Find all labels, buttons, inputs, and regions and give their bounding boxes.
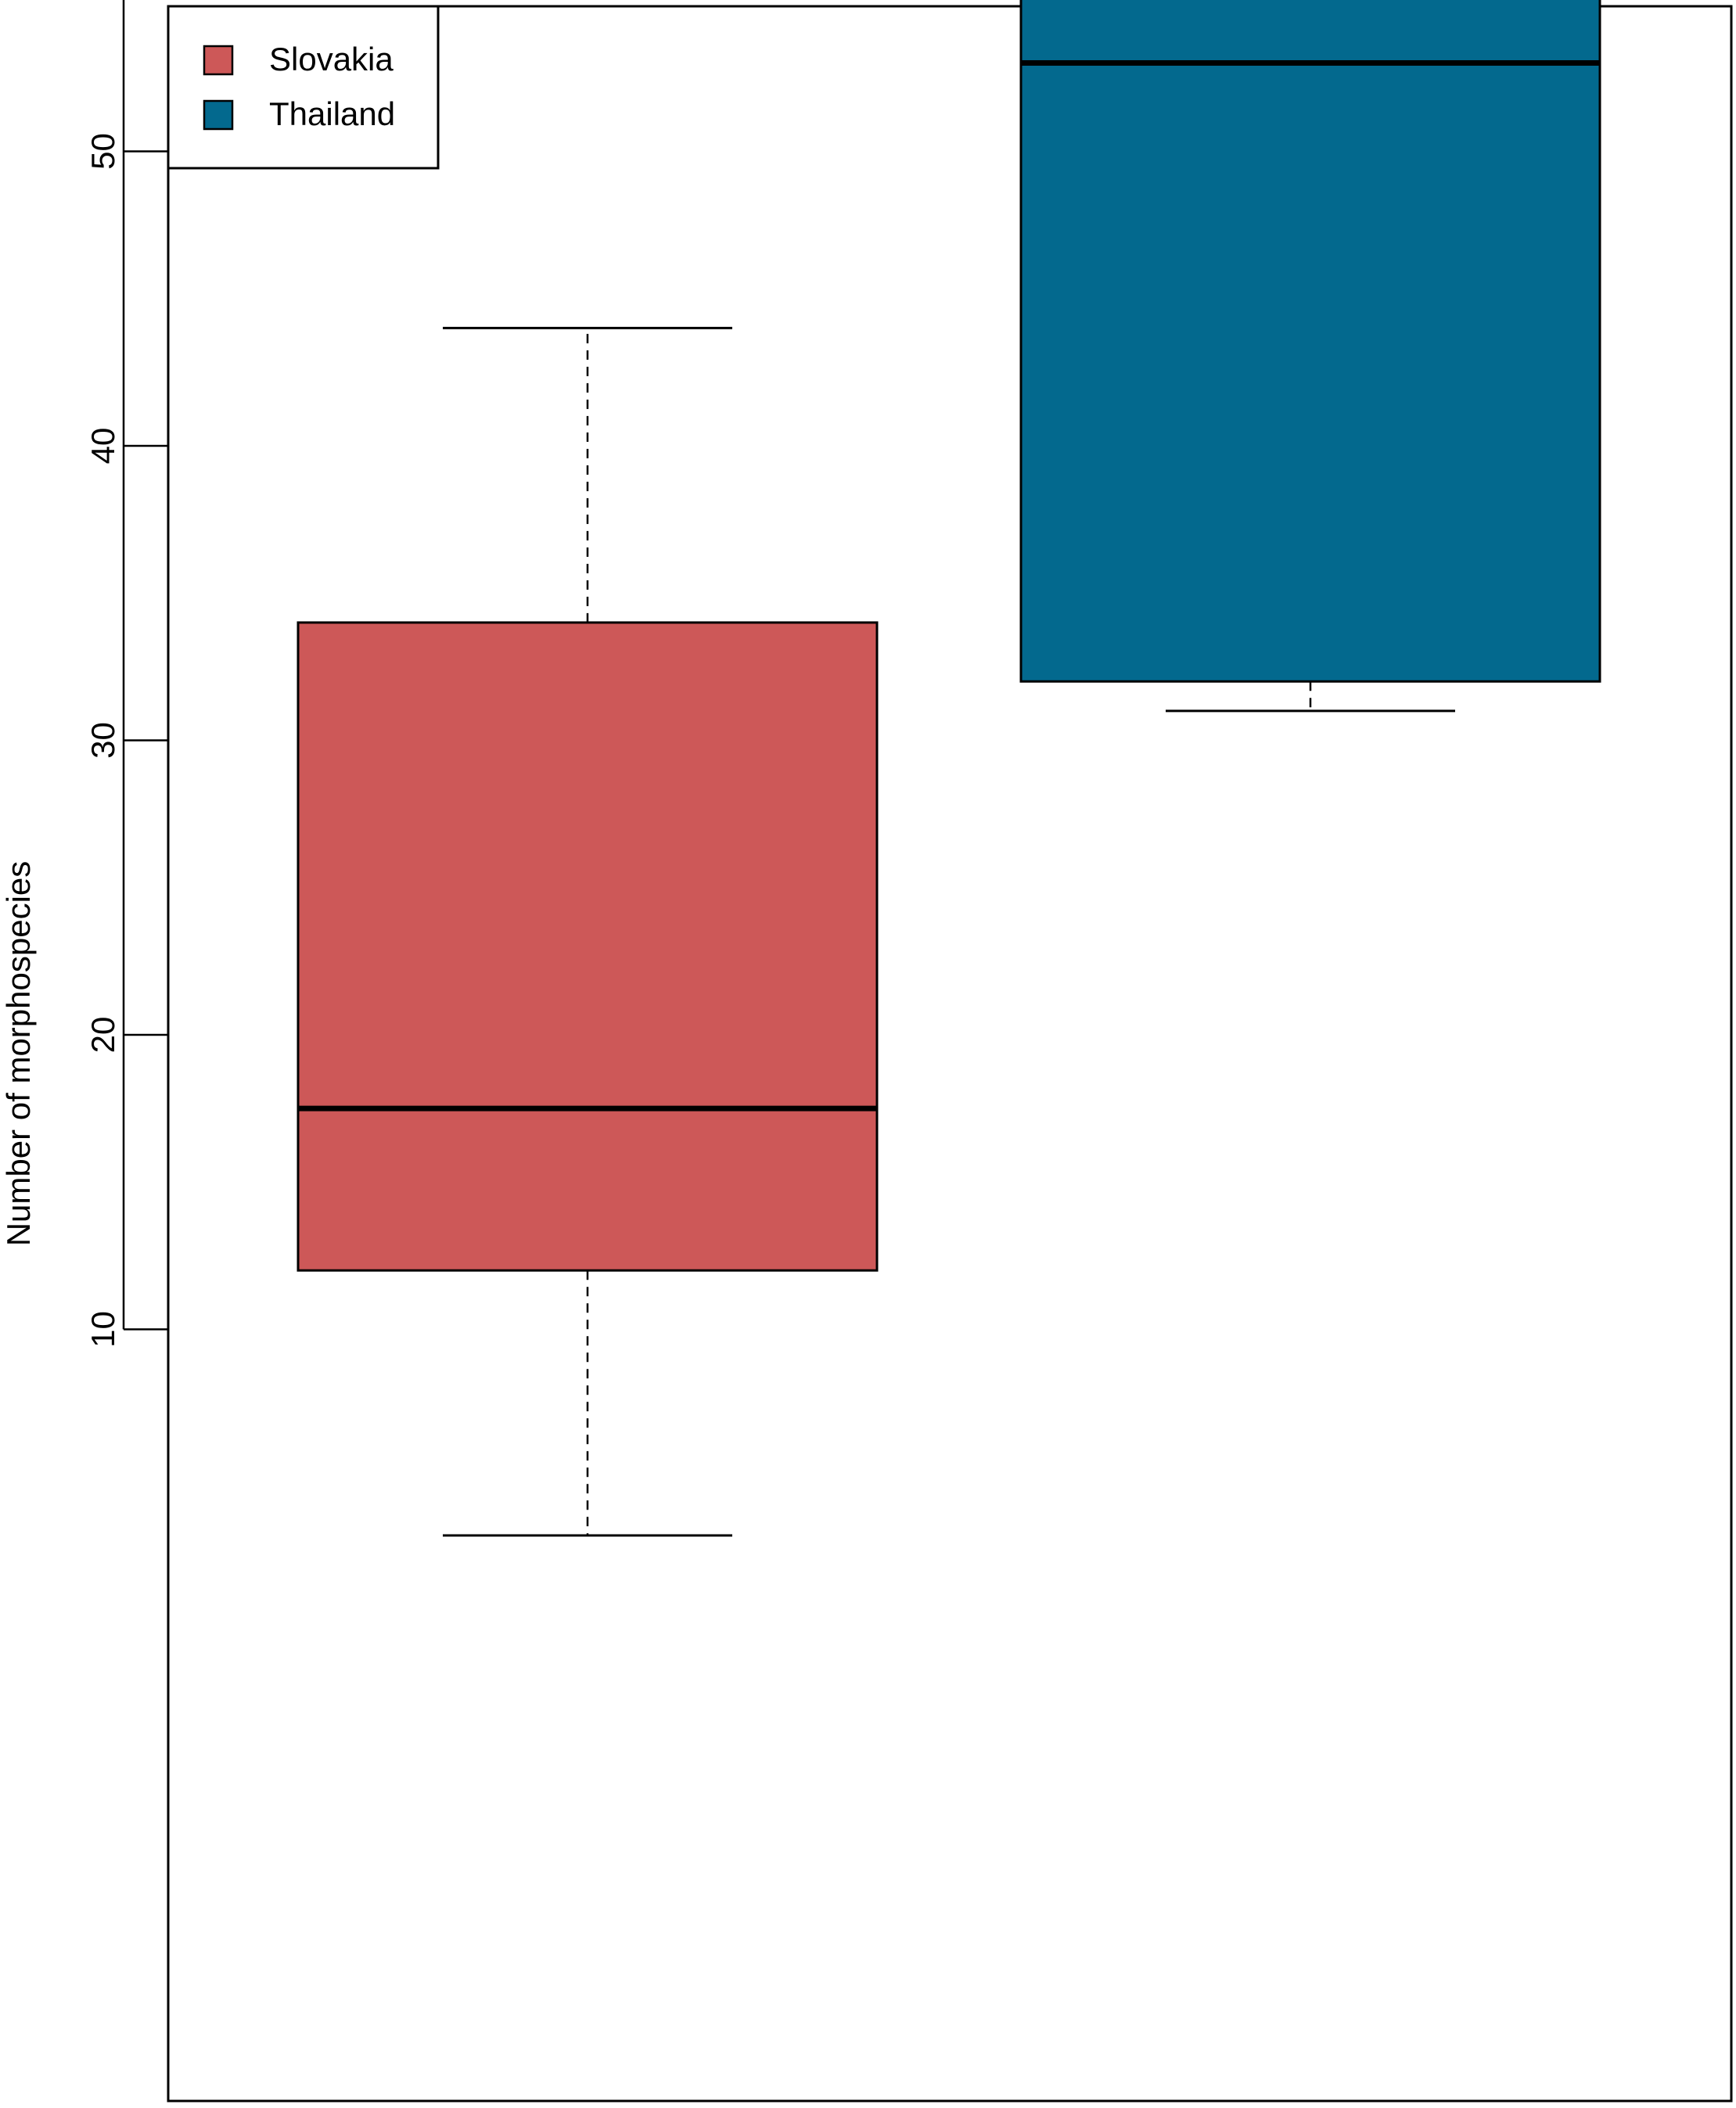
iqr-box bbox=[1019, 0, 1601, 683]
legend-label-slovakia: Slovakia bbox=[269, 41, 394, 77]
legend-swatch-slovakia bbox=[203, 45, 234, 76]
legend-label-thailand: Thailand bbox=[269, 95, 395, 132]
iqr-box bbox=[297, 621, 879, 1272]
y-tick-label: 40 bbox=[84, 428, 121, 465]
y-tick-label: 50 bbox=[84, 133, 121, 170]
y-axis-label: Number of morphospecies bbox=[0, 861, 37, 1247]
y-axis: 10203040506070 bbox=[84, 0, 168, 1348]
y-tick-label: 30 bbox=[84, 722, 121, 759]
boxes bbox=[297, 0, 1601, 1537]
box-slovakia bbox=[297, 326, 879, 1537]
box-thailand bbox=[1019, 0, 1601, 713]
legend: Slovakia Thailand bbox=[167, 5, 440, 170]
plot-frame bbox=[167, 5, 1733, 2103]
y-tick-label: 10 bbox=[84, 1311, 121, 1348]
legend-box bbox=[167, 5, 440, 170]
y-tick-label: 20 bbox=[84, 1017, 121, 1054]
legend-swatch-thailand bbox=[203, 99, 234, 131]
